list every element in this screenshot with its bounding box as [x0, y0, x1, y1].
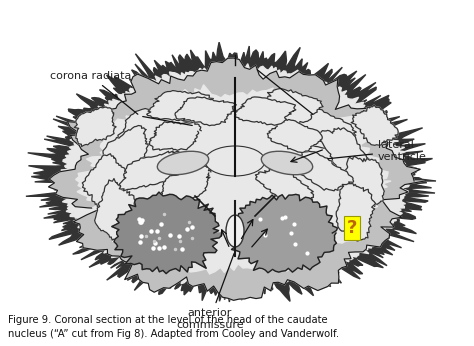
Ellipse shape	[157, 151, 209, 175]
Polygon shape	[255, 89, 323, 124]
Polygon shape	[74, 107, 116, 146]
Polygon shape	[116, 105, 194, 148]
Text: lateral
ventricle: lateral ventricle	[328, 140, 427, 162]
Polygon shape	[336, 181, 375, 241]
Polygon shape	[235, 97, 296, 125]
Polygon shape	[149, 121, 201, 151]
Ellipse shape	[135, 106, 335, 226]
Text: nucleus (“A” cut from Fig 8). Adapted from Cooley and Vanderwolf.: nucleus (“A” cut from Fig 8). Adapted fr…	[8, 329, 339, 339]
Ellipse shape	[205, 146, 265, 176]
Text: anterior
commissure: anterior commissure	[176, 254, 244, 330]
Polygon shape	[26, 42, 436, 302]
Polygon shape	[319, 128, 370, 176]
Polygon shape	[112, 192, 222, 274]
Polygon shape	[267, 119, 322, 153]
Polygon shape	[118, 151, 181, 191]
Polygon shape	[346, 156, 384, 206]
Ellipse shape	[226, 215, 244, 247]
Polygon shape	[255, 166, 314, 206]
Polygon shape	[102, 126, 149, 176]
Polygon shape	[82, 154, 127, 208]
Text: ?: ?	[347, 219, 357, 237]
Polygon shape	[230, 194, 337, 273]
Polygon shape	[175, 97, 237, 126]
Polygon shape	[95, 179, 135, 242]
Polygon shape	[160, 166, 211, 206]
Polygon shape	[76, 85, 391, 274]
Text: corona radiata: corona radiata	[50, 71, 138, 114]
Polygon shape	[272, 103, 356, 149]
Text: Figure 9. Coronal section at the level of the head of the caudate: Figure 9. Coronal section at the level o…	[8, 315, 328, 325]
Polygon shape	[48, 58, 425, 300]
Ellipse shape	[261, 151, 313, 175]
Polygon shape	[351, 105, 398, 145]
Polygon shape	[286, 152, 354, 191]
Polygon shape	[60, 64, 411, 286]
Polygon shape	[147, 91, 213, 121]
